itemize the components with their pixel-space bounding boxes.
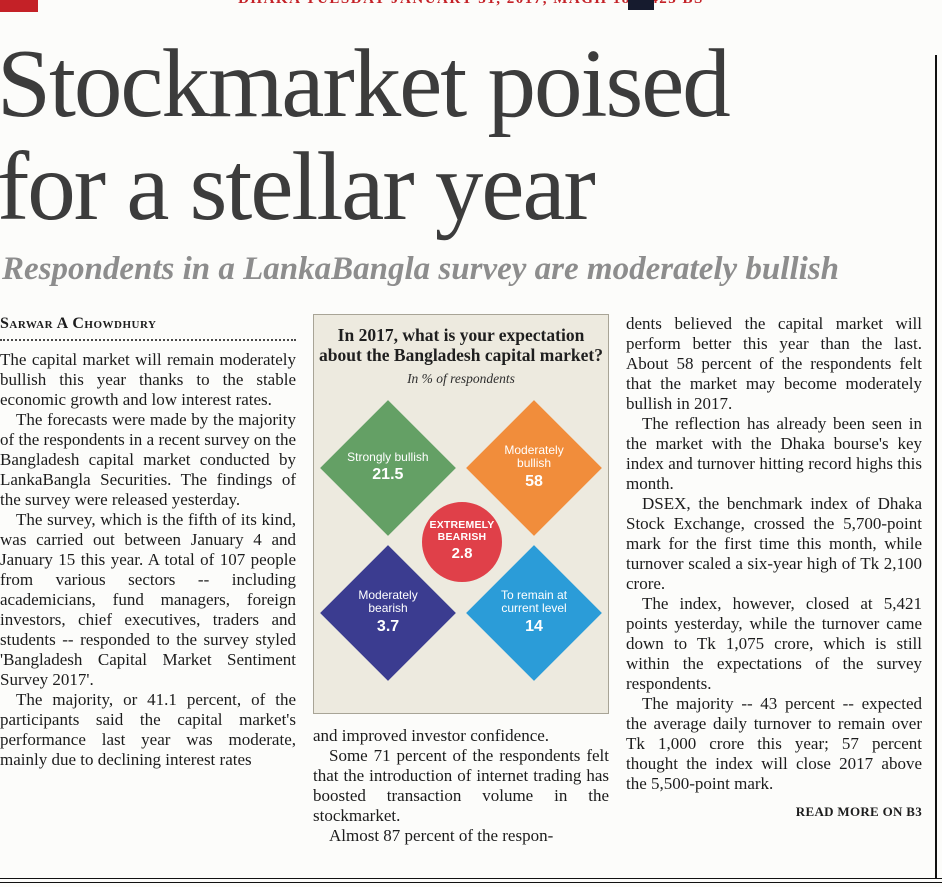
paragraph: The majority, or 41.1 percent, of the pa… (0, 689, 296, 769)
subheadline: Respondents in a LankaBangla survey are … (2, 250, 839, 287)
page-edge-rule (935, 55, 937, 878)
paragraph: and improved investor confidence. (313, 725, 550, 745)
paragraph: dents believed the capital market will p… (626, 313, 922, 413)
byline: Sarwar A Chowdhury (0, 314, 157, 332)
paragraph: The reflection has already been seen in … (626, 413, 922, 493)
masthead-strip: DHAKA TUESDAY JANUARY 31, 2017, MAGH 18,… (0, 0, 942, 13)
diamond-value: 3.7 (376, 617, 400, 635)
diamond-value: 21.5 (372, 466, 404, 484)
paragraph: The majority -- 43 percent -- expected t… (626, 693, 922, 793)
diamond-label: Moderately bullish (504, 442, 564, 471)
paragraph: DSEX, the benchmark index of Dhaka Stock… (626, 493, 922, 593)
paragraph: The forecasts were made by the majority … (0, 409, 296, 509)
masthead-right-mark (628, 0, 654, 10)
masthead-left-mark (0, 0, 38, 12)
headline: Stockmarket poised for a stellar year (0, 30, 942, 240)
dateline: DHAKA TUESDAY JANUARY 31, 2017, MAGH 18,… (0, 0, 942, 8)
diamond-label: Strongly bullish (347, 449, 429, 464)
circle-label: EXTREMELY BEARISH (429, 519, 495, 544)
column-middle: In 2017, what is your expectation about … (313, 313, 609, 846)
byline-rule (0, 334, 296, 341)
diamond-label: Moderately bearish (358, 587, 418, 616)
paragraph: The index, however, closed at 5,421 poin… (626, 593, 922, 693)
column-right: dents believed the capital market will p… (626, 314, 922, 846)
circle-extremely-bearish: EXTREMELY BEARISH 2.8 (419, 498, 505, 585)
circle-value: 2.8 (451, 545, 473, 563)
bottom-page-rule (0, 878, 942, 883)
column-left: Sarwar A Chowdhury The capital market wi… (0, 314, 296, 846)
paragraph: Some 71 percent of the respondents felt … (313, 745, 609, 825)
chart-subtitle: In % of respondents (407, 370, 515, 386)
paragraph: The capital market will remain moderatel… (0, 349, 296, 409)
article-columns: Sarwar A Chowdhury The capital market wi… (0, 313, 942, 846)
paragraph: Almost 87 percent of the respon- (329, 825, 554, 845)
headline-line-1: Stockmarket poised (0, 30, 731, 137)
survey-infographic: In 2017, what is your expectation about … (313, 313, 609, 714)
chart-title-line-2: about the Bangladesh capital market? (319, 345, 603, 366)
diamond-diagram: Strongly bullish 21.5 Moderately bullish… (314, 393, 608, 707)
middle-column-text: and improved investor confidence. Some 7… (313, 726, 609, 846)
diamond-label: To remain at current level (500, 587, 568, 616)
read-more-note: READ MORE ON B3 (795, 803, 922, 819)
chart-title-line-1: In 2017, what is your expectation (337, 324, 585, 345)
chart-title: In 2017, what is your expectation about … (314, 325, 608, 366)
paragraph: The survey, which is the fifth of its ki… (0, 509, 296, 689)
diamond-value: 14 (525, 617, 543, 635)
headline-line-2: for a stellar year (0, 132, 596, 240)
diamond-value: 58 (525, 472, 543, 490)
